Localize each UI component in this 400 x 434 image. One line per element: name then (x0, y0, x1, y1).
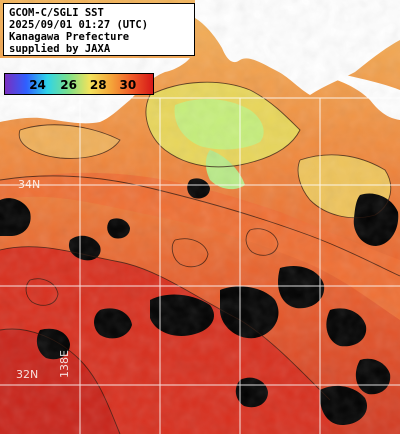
legend-tick-24: 24 (29, 78, 46, 92)
title-timestamp: 2025/09/01 01:27 (UTC) (9, 19, 149, 31)
graticule (0, 97, 400, 434)
title-box: GCOM-C/SGLI SST 2025/09/01 01:27 (UTC) K… (3, 3, 195, 56)
lat-label-32n: 32N (16, 368, 39, 381)
legend-tick-30: 30 (119, 78, 137, 92)
legend-gradient (5, 74, 153, 94)
title-region: Kanagawa Prefecture (9, 31, 130, 43)
legend-tick-26: 26 (60, 78, 77, 92)
lon-label-138e: 138E (58, 350, 71, 378)
legend-tick-28: 28 (89, 78, 107, 92)
title-satellite: GCOM-C/SGLI SST (9, 7, 104, 19)
lat-label-34n: 34N (18, 178, 41, 191)
title-credit: supplied by JAXA (9, 43, 111, 55)
sst-color-legend: 24 26 28 30 (4, 73, 154, 95)
